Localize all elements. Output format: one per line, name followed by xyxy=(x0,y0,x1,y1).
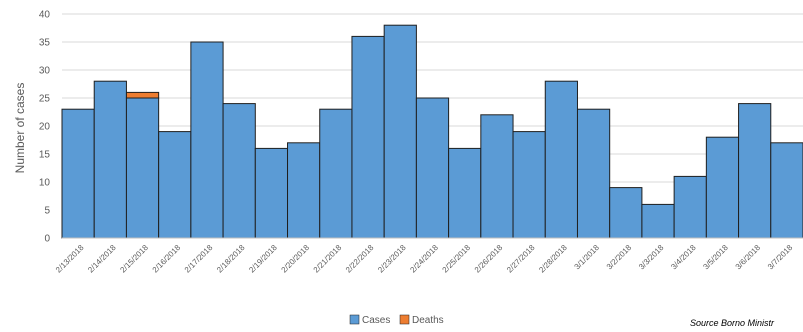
x-tick-label: 2/25/2018 xyxy=(441,243,473,275)
bar-cases xyxy=(158,131,192,239)
bar-cases xyxy=(544,80,578,239)
legend-label-deaths: Deaths xyxy=(412,315,444,326)
bar-cases xyxy=(287,142,321,239)
x-tick-label: 2/14/2018 xyxy=(86,243,118,275)
bar-cases xyxy=(738,103,772,239)
bars xyxy=(61,24,803,239)
bar-cases xyxy=(319,108,353,239)
x-tick-label: 3/1/2018 xyxy=(573,243,602,272)
x-tick-label: 2/18/2018 xyxy=(215,243,247,275)
y-tick-label: 30 xyxy=(39,66,51,77)
y-tick-label: 25 xyxy=(39,94,51,105)
y-tick-label: 10 xyxy=(39,178,51,189)
x-tick-label: 2/24/2018 xyxy=(408,243,440,275)
bar-cases xyxy=(383,24,417,239)
y-tick-label: 40 xyxy=(39,10,51,21)
x-tick-label: 2/26/2018 xyxy=(473,243,505,275)
x-tick-label: 2/20/2018 xyxy=(280,243,312,275)
y-tick-label: 20 xyxy=(39,122,51,133)
y-axis-ticks: 0 5 10 15 20 25 30 35 40 xyxy=(39,10,51,245)
x-tick-label: 2/17/2018 xyxy=(183,243,215,275)
bar-cases xyxy=(222,103,256,239)
bar-cases xyxy=(351,35,385,239)
x-tick-label: 2/15/2018 xyxy=(118,243,150,275)
x-tick-label: 2/13/2018 xyxy=(54,243,86,275)
bar-cases xyxy=(705,136,740,239)
y-tick-label: 35 xyxy=(39,38,51,49)
x-tick-label: 2/23/2018 xyxy=(376,243,408,275)
x-tick-label: 2/16/2018 xyxy=(151,243,183,275)
bar-cases xyxy=(448,147,482,239)
bar-cases xyxy=(93,80,127,239)
bar-cases xyxy=(415,97,450,239)
x-tick-label: 3/2/2018 xyxy=(605,243,634,272)
bar-deaths xyxy=(125,91,160,99)
legend-swatch-cases xyxy=(349,314,360,325)
source-note: Source Borno Ministr xyxy=(690,318,775,328)
y-tick-label: 0 xyxy=(44,234,50,245)
x-tick-label: 2/21/2018 xyxy=(312,243,344,275)
x-axis-ticks: 2/13/2018 2/14/2018 2/15/2018 2/16/2018 2/17… xyxy=(54,243,795,275)
y-tick-label: 15 xyxy=(39,150,51,161)
x-tick-label: 3/4/2018 xyxy=(669,243,698,272)
bar-cases xyxy=(770,142,803,239)
x-tick-label: 3/6/2018 xyxy=(734,243,763,272)
legend: Cases Deaths xyxy=(349,314,444,326)
x-tick-label: 3/5/2018 xyxy=(701,243,730,272)
x-tick-label: 3/3/2018 xyxy=(637,243,666,272)
x-tick-label: 2/27/2018 xyxy=(505,243,537,275)
bar-cases xyxy=(125,97,160,239)
y-tick-label: 5 xyxy=(44,206,50,217)
bar-cases xyxy=(576,108,611,239)
y-axis-label: Number of cases xyxy=(13,83,27,174)
bar-cases xyxy=(480,114,514,239)
bar-cases xyxy=(673,175,707,239)
x-tick-label: 2/22/2018 xyxy=(344,243,376,275)
x-tick-label: 3/7/2018 xyxy=(766,243,795,272)
bar-cases xyxy=(254,147,289,239)
bar-cases xyxy=(641,203,675,239)
x-tick-label: 2/19/2018 xyxy=(247,243,279,275)
bar-cases xyxy=(609,187,643,239)
bar-cases xyxy=(61,108,95,239)
legend-label-cases: Cases xyxy=(362,315,390,326)
bar-cases xyxy=(512,131,546,239)
x-tick-label: 2/28/2018 xyxy=(537,243,569,275)
legend-swatch-deaths xyxy=(399,314,410,325)
bar-cases xyxy=(190,41,224,239)
